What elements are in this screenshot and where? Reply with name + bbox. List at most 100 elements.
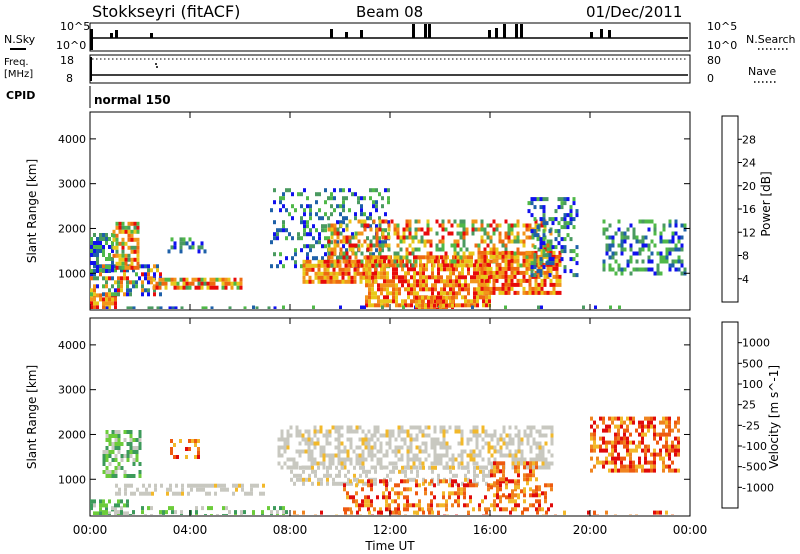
data-cell (441, 227, 445, 232)
data-cell (102, 269, 105, 273)
data-cell (410, 267, 413, 272)
data-cell (255, 306, 259, 309)
data-cell (437, 259, 440, 264)
data-cell (147, 292, 150, 297)
data-cell (611, 452, 614, 457)
data-cell (445, 299, 448, 304)
data-cell (181, 491, 184, 496)
data-cell (674, 219, 678, 224)
data-cell (111, 301, 114, 306)
data-cell (549, 270, 553, 275)
data-cell (555, 282, 559, 287)
data-cell (626, 436, 629, 441)
data-cell (473, 279, 476, 284)
data-cell (357, 219, 361, 224)
data-cell (397, 507, 400, 512)
data-cell (542, 221, 546, 226)
data-cell (550, 483, 553, 488)
data-cell (558, 250, 562, 255)
data-cell (147, 506, 150, 511)
data-cell (508, 437, 512, 442)
data-cell (550, 441, 554, 446)
data-cell (452, 291, 455, 296)
data-cell (105, 233, 108, 237)
data-cell (528, 254, 532, 259)
data-cell (504, 258, 508, 263)
data-cell (438, 263, 442, 268)
data-cell (381, 219, 385, 224)
data-cell (544, 461, 548, 466)
data-cell (411, 251, 415, 256)
data-cell (150, 306, 154, 309)
data-cell (493, 457, 497, 462)
data-cell (293, 473, 296, 478)
data-cell (554, 229, 558, 234)
data-cell (117, 430, 121, 434)
data-cell (286, 441, 290, 446)
data-cell (635, 239, 639, 244)
data-cell (438, 239, 442, 244)
data-cell (90, 506, 93, 511)
data-cell (505, 433, 509, 438)
data-cell (465, 227, 469, 232)
data-cell (314, 275, 318, 280)
data-cell (283, 437, 287, 442)
data-cell (638, 464, 641, 469)
data-cell (361, 461, 365, 466)
data-cell (419, 259, 422, 264)
data-cell (493, 433, 497, 438)
data-cell (200, 241, 204, 246)
data-cell (372, 243, 376, 248)
data-cell (307, 437, 311, 442)
data-cell (324, 200, 327, 205)
data-cell (182, 237, 186, 242)
data-cell (480, 270, 484, 275)
data-cell (370, 483, 373, 488)
data-cell (182, 285, 186, 290)
data-cell (285, 256, 288, 261)
data-cell (538, 441, 542, 446)
data-cell (355, 457, 359, 462)
data-cell (300, 192, 303, 197)
data-cell (282, 305, 285, 309)
data-cell (424, 487, 427, 492)
data-cell (385, 449, 389, 454)
data-cell (316, 461, 320, 466)
data-cell (360, 251, 364, 256)
data-cell (141, 292, 144, 297)
data-cell (422, 481, 425, 486)
data-cell (375, 224, 378, 229)
data-cell (370, 457, 374, 462)
data-cell (291, 192, 294, 197)
data-cell (380, 287, 383, 292)
data-cell (354, 231, 358, 236)
data-cell (360, 219, 364, 224)
data-cell (286, 457, 290, 462)
data-cell (546, 239, 550, 244)
data-cell (403, 507, 406, 512)
data-cell (267, 506, 270, 511)
data-cell (413, 291, 416, 296)
data-cell (528, 278, 532, 283)
data-cell (493, 481, 496, 486)
data-cell (123, 511, 126, 515)
data-cell (386, 283, 389, 288)
data-cell (457, 461, 461, 466)
data-cell (333, 239, 337, 244)
data-cell (454, 429, 458, 434)
data-cell (90, 249, 93, 253)
data-cell (147, 272, 150, 277)
data-cell (545, 221, 549, 226)
data-cell (473, 303, 476, 308)
data-cell (389, 477, 392, 482)
data-cell (344, 279, 348, 284)
data-cell (434, 279, 437, 284)
data-cell (475, 461, 479, 466)
data-cell (93, 288, 96, 293)
data-cell (482, 295, 485, 300)
data-cell (102, 253, 105, 257)
data-cell (350, 259, 354, 264)
data-cell (555, 262, 559, 267)
data-cell (349, 479, 352, 484)
data-cell (436, 461, 440, 466)
